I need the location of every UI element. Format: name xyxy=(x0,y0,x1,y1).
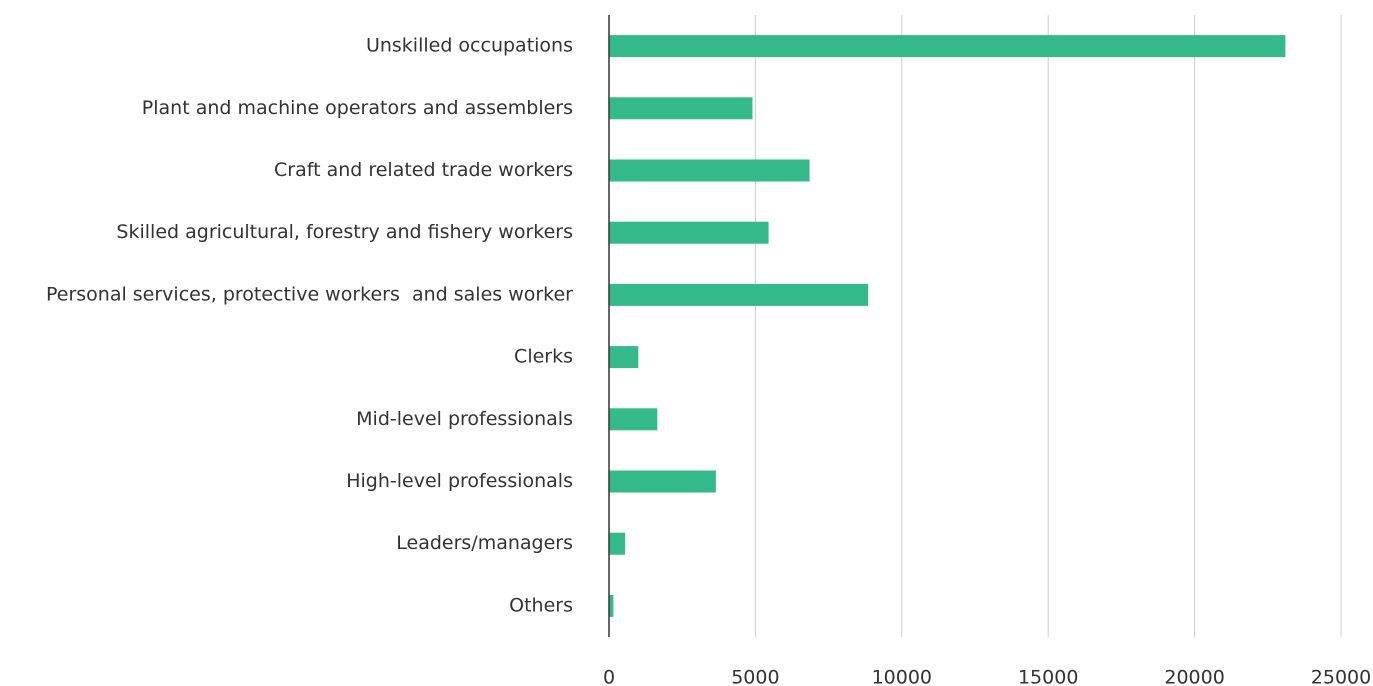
x-tick-label: 0 xyxy=(603,667,615,686)
bar xyxy=(609,346,639,369)
bar xyxy=(609,221,769,244)
x-tick-label: 20000 xyxy=(1164,667,1224,686)
y-tick-label: Unskilled occupations xyxy=(366,35,573,57)
bar xyxy=(609,35,1286,58)
x-tick-label: 5000 xyxy=(731,667,779,686)
y-tick-label: Personal services, protective workers an… xyxy=(46,283,573,305)
y-tick-label: Mid-level professionals xyxy=(356,408,573,430)
y-tick-label: High-level professionals xyxy=(346,470,573,492)
y-tick-label: Plant and machine operators and assemble… xyxy=(142,97,573,119)
y-tick-label: Clerks xyxy=(514,346,573,368)
x-tick-label: 25000 xyxy=(1311,667,1371,686)
bar xyxy=(609,408,658,431)
bar xyxy=(609,283,869,306)
bar xyxy=(609,594,614,617)
y-tick-label: Craft and related trade workers xyxy=(274,159,573,181)
x-tick-label: 10000 xyxy=(872,667,932,686)
bar xyxy=(609,532,626,555)
y-tick-label: Others xyxy=(509,594,573,616)
x-tick-label: 15000 xyxy=(1018,667,1078,686)
y-tick-label: Leaders/managers xyxy=(396,532,573,554)
bar xyxy=(609,97,753,120)
bar xyxy=(609,159,810,182)
y-tick-label: Skilled agricultural, forestry and fishe… xyxy=(116,221,573,243)
bar xyxy=(609,470,716,493)
